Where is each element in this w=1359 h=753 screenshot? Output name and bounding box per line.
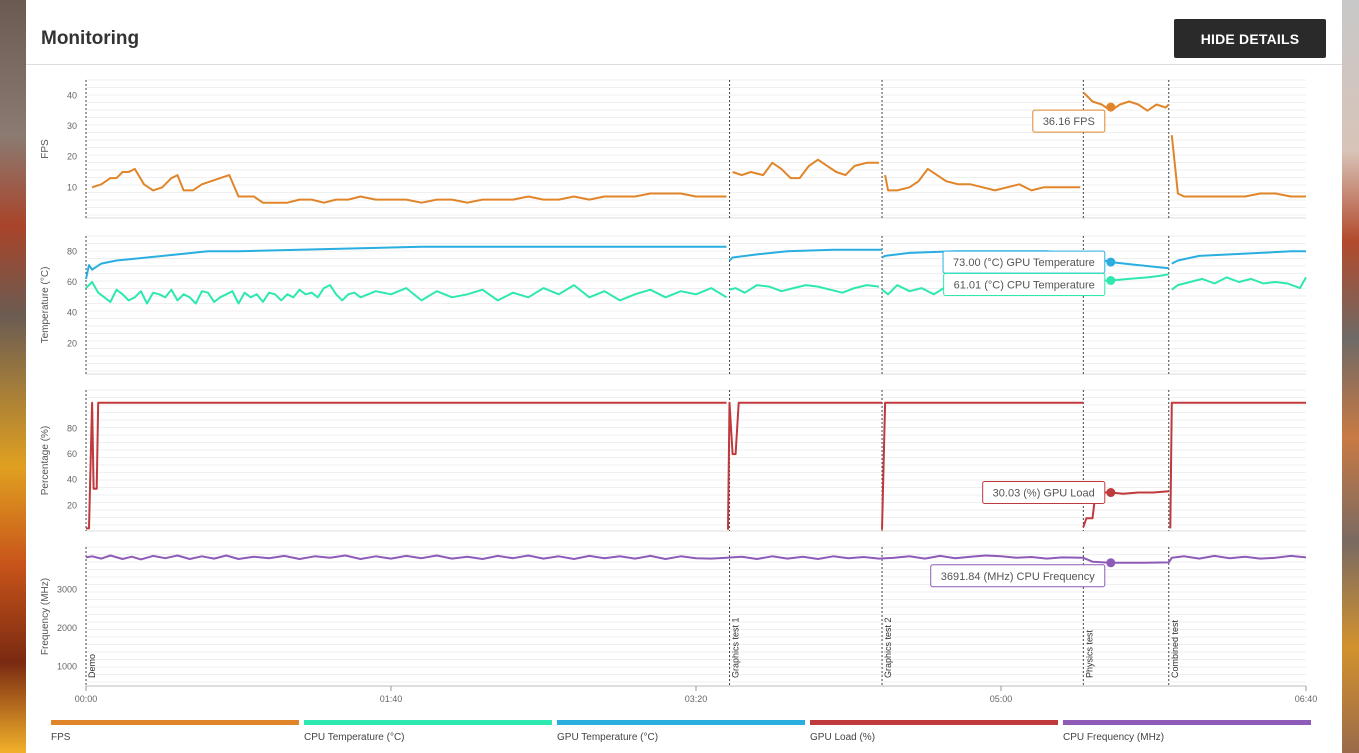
- x-tick-label: 00:00: [75, 694, 98, 704]
- y-axis-label: Frequency (MHz): [40, 578, 51, 655]
- y-tick-label: 80: [67, 246, 77, 256]
- series-line-gpu-load: [727, 401, 882, 530]
- y-tick-label: 40: [67, 308, 77, 318]
- panel-0: 10 20 30 40 FPS 36.16 FPS: [40, 79, 1306, 219]
- tooltip-box: [1032, 109, 1106, 133]
- legend-item[interactable]: GPU Load (%): [810, 720, 1058, 743]
- tooltip: 61.01 (°C) CPU Temperature: [943, 272, 1106, 296]
- y-tick-label: 60: [67, 277, 77, 287]
- y-tick-label: 1000: [57, 662, 77, 672]
- legend-label: GPU Load (%): [810, 732, 876, 743]
- legend-color-bar: [1063, 720, 1311, 725]
- tooltip-text: 73.00 (°C) GPU Temperature: [953, 257, 1095, 269]
- series-line-fps: [1170, 135, 1306, 198]
- y-axis-label: FPS: [40, 139, 51, 159]
- chart-legend: FPS CPU Temperature (°C) GPU Temperature (…: [26, 720, 1342, 750]
- x-tick-label: 01:40: [380, 694, 403, 704]
- legend-color-bar: [557, 720, 805, 725]
- monitoring-card: Monitoring HIDE DETAILS 10 20 30 40 FPS 36.16…: [26, 0, 1342, 753]
- tooltip-box: [930, 564, 1106, 588]
- series-line-fps: [884, 167, 1081, 192]
- legend-label: CPU Frequency (MHz): [1063, 732, 1165, 743]
- background-artwork-left: [0, 0, 26, 753]
- test-marker-label: Demo: [87, 654, 97, 678]
- series-line-gpu-temperature: [85, 245, 727, 280]
- legend-item[interactable]: CPU Temperature (°C): [304, 720, 552, 743]
- test-marker-label: Physics test: [1084, 629, 1094, 678]
- series-line-cpu-temperature: [729, 284, 880, 294]
- legend-label: FPS: [51, 732, 71, 743]
- y-tick-label: 20: [67, 500, 77, 510]
- tooltip-point: [1106, 488, 1116, 498]
- tooltip-box: [982, 481, 1106, 505]
- series-line-cpu-frequency: [85, 554, 1307, 564]
- tooltip: 3691.84 (MHz) CPU Frequency: [930, 564, 1106, 588]
- y-axis-label: Percentage (%): [40, 426, 51, 495]
- x-tick-label: 03:20: [685, 694, 708, 704]
- tooltip-box: [943, 272, 1106, 296]
- tooltip-point: [1106, 275, 1116, 285]
- legend-item[interactable]: FPS: [51, 720, 299, 743]
- test-marker-label: Combined test: [1170, 619, 1180, 678]
- background-artwork-right: [1342, 0, 1359, 753]
- test-marker-label: Graphics test 1: [731, 617, 741, 678]
- legend-item[interactable]: CPU Frequency (MHz): [1063, 720, 1311, 743]
- series-line-gpu-load: [86, 401, 727, 530]
- y-tick-label: 10: [67, 182, 77, 192]
- y-tick-label: 20: [67, 152, 77, 162]
- tooltip-point: [1106, 102, 1116, 112]
- legend-label: GPU Temperature (°C): [557, 732, 659, 743]
- tooltip-point: [1106, 257, 1116, 267]
- series-line-fps: [732, 158, 879, 180]
- test-marker-label: Graphics test 2: [883, 617, 893, 678]
- panel-1: 20 40 60 80 Temperature (°C) 73.00 (°C) GPU T…: [40, 235, 1307, 375]
- series-line-cpu-temperature: [85, 281, 728, 305]
- series-line-gpu-load: [1169, 401, 1306, 529]
- series-line-gpu-load: [1082, 490, 1169, 528]
- series-line-gpu-temperature: [728, 248, 882, 262]
- panel-2: 20 40 60 80 Percentage (%) 30.03 (%) GPU Load: [40, 389, 1306, 532]
- monitoring-chart: 10 20 30 40 FPS 36.16 FPS 20 40 60 80 Temperature …: [40, 79, 1318, 704]
- y-tick-label: 2000: [57, 623, 77, 633]
- tooltip-text: 30.03 (%) GPU Load: [993, 488, 1095, 500]
- y-axis-label: Temperature (°C): [40, 267, 51, 344]
- series-line-gpu-temperature: [1171, 250, 1306, 265]
- y-tick-label: 60: [67, 449, 77, 459]
- y-tick-label: 3000: [57, 584, 77, 594]
- series-line-fps: [1082, 91, 1170, 112]
- series-line-fps: [91, 167, 727, 204]
- x-tick-label: 06:40: [1295, 694, 1318, 704]
- hide-details-button[interactable]: HIDE DETAILS: [1174, 19, 1326, 58]
- monitoring-header: Monitoring HIDE DETAILS: [26, 0, 1342, 65]
- y-tick-label: 20: [67, 338, 77, 348]
- y-tick-label: 40: [67, 90, 77, 100]
- legend-color-bar: [810, 720, 1058, 725]
- legend-color-bar: [51, 720, 299, 725]
- legend-item[interactable]: GPU Temperature (°C): [557, 720, 805, 743]
- tooltip-point: [1106, 558, 1116, 568]
- tooltip: 30.03 (%) GPU Load: [982, 481, 1106, 505]
- tooltip-text: 61.01 (°C) CPU Temperature: [954, 279, 1095, 291]
- legend-color-bar: [304, 720, 552, 725]
- x-tick-label: 05:00: [990, 694, 1013, 704]
- tooltip: 36.16 FPS: [1032, 109, 1106, 133]
- series-line-gpu-load: [881, 401, 1084, 530]
- tooltip-text: 3691.84 (MHz) CPU Frequency: [941, 571, 1096, 583]
- y-tick-label: 30: [67, 121, 77, 131]
- y-tick-label: 80: [67, 423, 77, 433]
- tooltip: 73.00 (°C) GPU Temperature: [942, 250, 1106, 274]
- y-tick-label: 40: [67, 475, 77, 485]
- panel-3: 1000 2000 3000 Frequency (MHz) 3691.84 (MHz)…: [40, 546, 1307, 687]
- series-line-cpu-temperature: [1171, 276, 1307, 291]
- legend-label: CPU Temperature (°C): [304, 732, 405, 743]
- tooltip-text: 36.16 FPS: [1043, 116, 1095, 128]
- page-title: Monitoring: [41, 28, 140, 49]
